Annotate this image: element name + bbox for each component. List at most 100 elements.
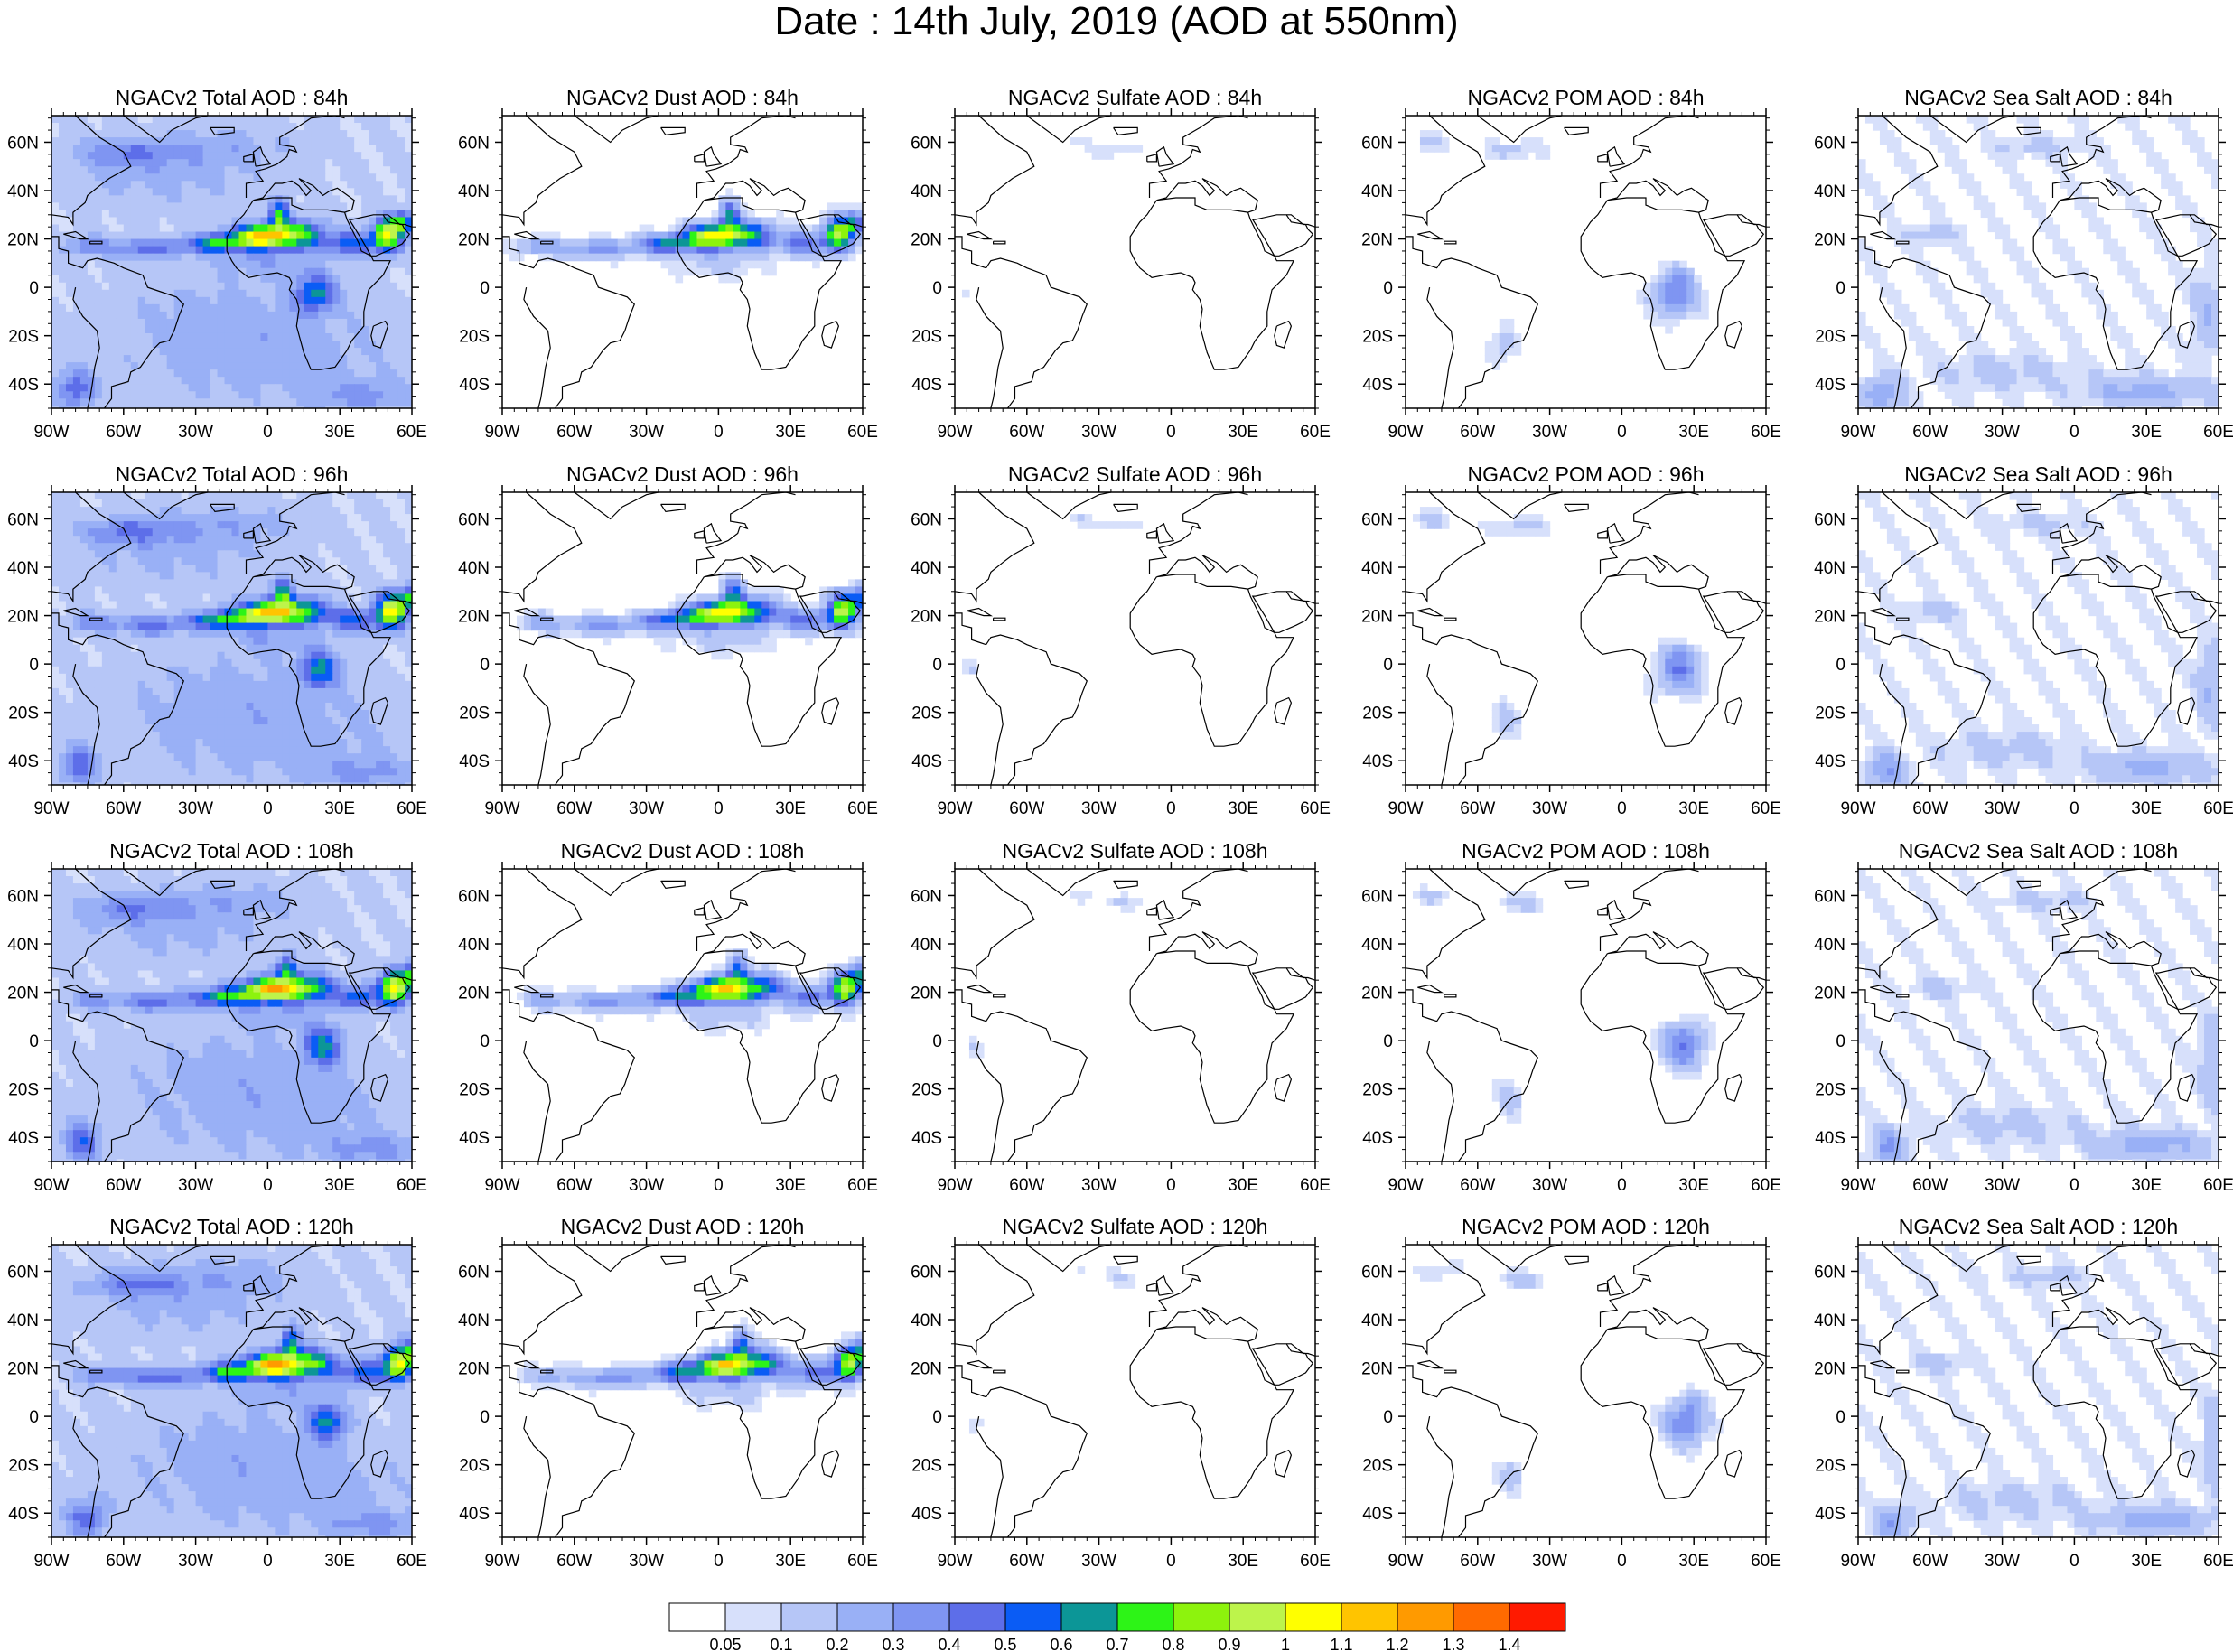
lon-tick-label: 30E (1228, 1552, 1258, 1571)
colorbar-swatch (780, 1602, 838, 1632)
lat-tick-label: 20S (8, 705, 39, 723)
lon-tick-label: 30W (178, 423, 213, 442)
lat-tick-label: 40N (1361, 559, 1393, 578)
lat-tick-label: 20S (8, 1457, 39, 1476)
map-panel: NGACv2 Sulfate AOD : 96h 90W 60W 30W 0 30E 60E… (911, 462, 1331, 818)
lon-tick-label: 0 (1166, 423, 1176, 442)
panel-title: NGACv2 Dust AOD : 120h (561, 1215, 805, 1238)
lat-tick-label: 40N (1814, 936, 1845, 955)
lat-tick-label: 40S (459, 1505, 490, 1524)
lon-tick-label: 0 (1617, 1176, 1627, 1195)
coastlines (1406, 1245, 1766, 1537)
lon-tick-label: 60W (1460, 1176, 1495, 1195)
lon-tick-label: 0 (1617, 1552, 1627, 1571)
lat-tick-label: 0 (932, 656, 942, 675)
lon-tick-label: 90W (1840, 1176, 1875, 1195)
panel-title: NGACv2 Total AOD : 120h (109, 1215, 354, 1238)
lon-tick-label: 30W (1985, 1176, 2020, 1195)
lon-tick-label: 60W (1009, 1176, 1044, 1195)
coastlines (955, 116, 1315, 408)
panel-title: NGACv2 Sulfate AOD : 96h (1008, 462, 1262, 486)
map-panel: NGACv2 POM AOD : 96h 90W 60W 30W 0 30E 60E 60N 4… (1361, 462, 1781, 818)
map-panel: NGACv2 Sea Salt AOD : 120h 90W 60W 30W 0 30E 6… (1814, 1215, 2233, 1571)
colorbar-label: 0.6 (1050, 1636, 1072, 1652)
lat-tick-label: 40N (1361, 936, 1393, 955)
lat-tick-label: 60N (911, 887, 942, 906)
coastlines (502, 869, 863, 1162)
lat-tick-label: 40N (7, 182, 39, 201)
lat-tick-label: 40N (1814, 182, 1845, 201)
colorbar-swatch (1285, 1602, 1342, 1632)
panel-title: NGACv2 POM AOD : 96h (1467, 462, 1704, 486)
lat-tick-label: 0 (29, 279, 39, 298)
lon-tick-label: 90W (1840, 799, 1875, 818)
lat-tick-label: 60N (1361, 1263, 1393, 1282)
lat-tick-label: 40N (1361, 1311, 1393, 1330)
lon-tick-label: 30E (775, 1176, 806, 1195)
lon-tick-label: 30E (1228, 799, 1258, 818)
map-panel: NGACv2 Total AOD : 84h 90W 60W 30W 0 30E 60E 60… (7, 86, 427, 442)
lat-tick-label: 20N (1814, 608, 1845, 627)
lat-tick-label: 60N (911, 510, 942, 529)
panel-title: NGACv2 Dust AOD : 84h (566, 86, 799, 109)
lon-tick-label: 60E (2203, 1176, 2233, 1195)
panel-title: NGACv2 Sea Salt AOD : 120h (1899, 1215, 2178, 1238)
lat-tick-label: 20S (1362, 1457, 1393, 1476)
lat-tick-label: 20S (459, 1081, 490, 1100)
lon-tick-label: 60E (1751, 1552, 1781, 1571)
lat-tick-label: 20S (1815, 1457, 1845, 1476)
lon-tick-label: 60W (1009, 799, 1044, 818)
lon-tick-label: 60W (106, 799, 141, 818)
lat-tick-label: 60N (1361, 134, 1393, 153)
colorbar-label: 0.9 (1218, 1636, 1240, 1652)
lon-tick-label: 30W (178, 1176, 213, 1195)
map-panel: NGACv2 Total AOD : 120h 90W 60W 30W 0 30E 60E 6… (7, 1215, 427, 1571)
lat-tick-label: 60N (7, 887, 39, 906)
lat-tick-label: 0 (1836, 656, 1845, 675)
colorbar-swatch (948, 1602, 1006, 1632)
lat-tick-label: 40S (8, 1505, 39, 1524)
colorbar-label: 1.3 (1442, 1636, 1464, 1652)
lon-tick-label: 60E (1300, 1552, 1331, 1571)
lat-tick-label: 20N (911, 231, 942, 250)
map-panel: NGACv2 Total AOD : 96h 90W 60W 30W 0 30E 60E 60… (7, 462, 427, 818)
lon-tick-label: 0 (2069, 1552, 2079, 1571)
colorbar-swatch (1397, 1602, 1454, 1632)
lat-tick-label: 20S (911, 328, 942, 347)
lat-tick-label: 40S (459, 1129, 490, 1148)
lon-tick-label: 30E (2131, 423, 2162, 442)
lon-tick-label: 30E (324, 423, 355, 442)
map-panel: NGACv2 Sulfate AOD : 120h 90W 60W 30W 0 30E 60… (911, 1215, 1331, 1571)
lon-tick-label: 60W (556, 799, 592, 818)
lon-tick-label: 30E (1228, 423, 1258, 442)
coastlines (51, 1245, 412, 1537)
lon-tick-label: 60W (106, 1552, 141, 1571)
lat-tick-label: 40S (911, 752, 942, 771)
lon-tick-label: 30W (178, 1552, 213, 1571)
panel-title: NGACv2 POM AOD : 120h (1462, 1215, 1710, 1238)
lon-tick-label: 60E (847, 423, 878, 442)
lat-tick-label: 0 (932, 1032, 942, 1051)
lon-tick-label: 90W (33, 1552, 69, 1571)
aod-field (1858, 492, 2219, 785)
lon-tick-label: 0 (263, 1552, 273, 1571)
panel-title: NGACv2 Sulfate AOD : 84h (1008, 86, 1262, 109)
colorbar-swatch (892, 1602, 950, 1632)
lat-tick-label: 40S (459, 376, 490, 395)
lat-tick-label: 40S (1362, 1505, 1393, 1524)
lat-tick-label: 60N (7, 134, 39, 153)
coastlines (502, 1245, 863, 1537)
lat-tick-label: 40N (1361, 182, 1393, 201)
lon-tick-label: 60W (1460, 799, 1495, 818)
lon-tick-label: 30E (2131, 799, 2162, 818)
lon-tick-label: 30W (1532, 1552, 1567, 1571)
lat-tick-label: 60N (1361, 887, 1393, 906)
lon-tick-label: 60E (847, 1176, 878, 1195)
map-panel: NGACv2 POM AOD : 120h 90W 60W 30W 0 30E 60E 60N… (1361, 1215, 1781, 1571)
lat-tick-label: 20S (1815, 328, 1845, 347)
lon-tick-label: 30E (2131, 1176, 2162, 1195)
lon-tick-label: 60W (1009, 423, 1044, 442)
lat-tick-label: 20S (459, 1457, 490, 1476)
lon-tick-label: 60W (1912, 1552, 1948, 1571)
lat-tick-label: 20S (459, 705, 490, 723)
